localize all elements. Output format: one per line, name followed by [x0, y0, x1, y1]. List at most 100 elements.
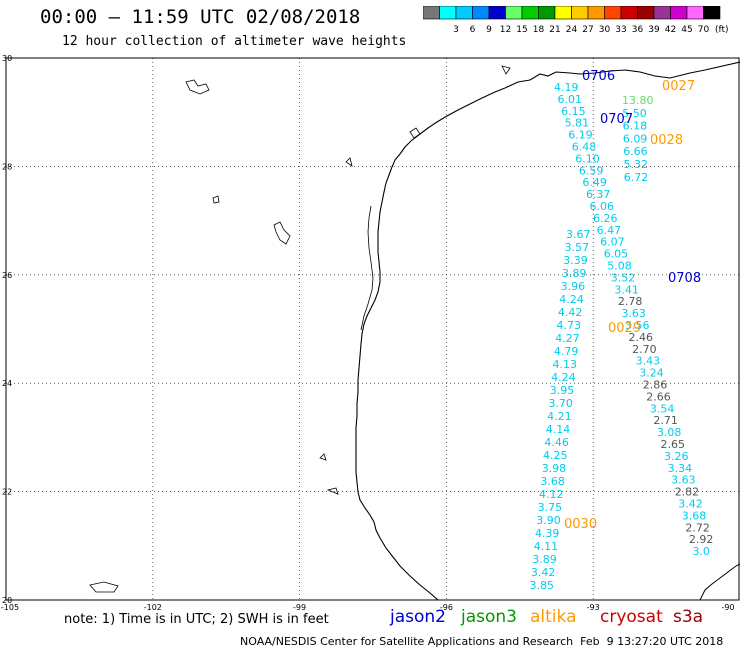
- legend-tick-label: 18: [533, 25, 545, 35]
- inland-water: [185, 79, 210, 95]
- swh-value-descending-track: 5.08: [607, 260, 632, 273]
- satellite-label-s3a: s3a: [673, 607, 704, 627]
- pass-time-tag: 0030: [564, 517, 597, 532]
- swh-value-descending-track: 3.54: [650, 402, 675, 415]
- swh-value-ascending-track: 3.70: [548, 397, 573, 410]
- legend-tick-label: 15: [516, 25, 527, 35]
- inland-water: [89, 581, 119, 593]
- swh-value-descending-track: 6.59: [579, 164, 604, 177]
- inland-water: [212, 195, 220, 204]
- legend-tick-label: 3: [453, 25, 459, 35]
- swh-value-descending-track: 6.47: [597, 224, 622, 237]
- swh-value-ascending-track: 4.14: [546, 423, 571, 436]
- lat-tick-label: 28: [2, 162, 12, 171]
- swh-value-ascending-track: 3.68: [540, 475, 565, 488]
- swh-value-descending-track: 3.56: [625, 319, 650, 332]
- swh-value-descending-track: 3.68: [682, 509, 707, 522]
- swh-value-upper-track: 6.72: [624, 171, 649, 184]
- inland-water: [345, 157, 353, 167]
- swh-value-upper-track: 5.32: [624, 158, 649, 171]
- swh-value-descending-track: 2.71: [653, 414, 678, 427]
- inland-water: [273, 221, 291, 245]
- coastline: [355, 61, 740, 601]
- swh-value-descending-track: 3.26: [664, 450, 689, 463]
- credit-line: NOAA/NESDIS Center for Satellite Applica…: [240, 635, 724, 648]
- legend-tick-label: 36: [632, 25, 644, 35]
- satellite-label-altika: altika: [530, 607, 577, 627]
- swh-value-upper-track: 6.09: [623, 132, 648, 145]
- swh-value-ascending-track: 3.90: [536, 514, 561, 527]
- swh-value-upper-track: 6.66: [623, 145, 648, 158]
- footer-note: note: 1) Time is in UTC; 2) SWH is in fe…: [64, 612, 329, 627]
- swh-value-ascending-track: 4.39: [535, 527, 560, 540]
- swh-value-ascending-track: 4.13: [553, 358, 578, 371]
- legend-tick-label: 70: [698, 25, 710, 35]
- legend-tick-label: 6: [470, 25, 476, 35]
- swh-value-descending-track: 6.15: [561, 105, 586, 118]
- swh-value-ascending-track: 3.89: [562, 267, 587, 280]
- lon-tick-label: -105: [1, 603, 19, 612]
- pass-time-tag: 0028: [650, 133, 683, 148]
- satellite-label-cryosat: cryosat: [600, 607, 663, 627]
- swh-value-ascending-track: 4.24: [551, 371, 576, 384]
- color-legend: 3 6 9 12 15 18 21 24 27 30 33 36 39 42 45 70 (ft): [423, 6, 728, 35]
- pass-time-tag: 0707: [600, 112, 633, 127]
- swh-value-ascending-track: 4.24: [559, 293, 584, 306]
- swh-value-descending-track: 6.05: [604, 248, 629, 261]
- swh-value-ascending-track: 3.67: [566, 228, 591, 241]
- legend-unit: (ft): [715, 25, 728, 35]
- legend-tick-label: 24: [566, 25, 578, 35]
- swh-value-descending-track: 2.70: [632, 343, 657, 356]
- swh-value-descending-track: 2.86: [643, 379, 668, 392]
- lon-tick-label: -99: [293, 603, 306, 612]
- barrier-island: [360, 205, 374, 331]
- swh-value-descending-track: 3.34: [668, 462, 693, 475]
- legend-tick-label: 9: [486, 25, 492, 35]
- swh-value-ascending-track: 4.12: [539, 488, 564, 501]
- map-frame: [5, 57, 740, 601]
- swh-value-ascending-track: 3.42: [531, 566, 556, 579]
- swh-value-ascending-track: 4.79: [554, 345, 579, 358]
- swh-value-descending-track: 4.19: [554, 81, 579, 94]
- swh-value-descending-track: 3.41: [614, 283, 639, 296]
- inland-water: [501, 65, 511, 75]
- swh-value-descending-track: 3.63: [621, 307, 646, 320]
- legend-tick-label: 39: [648, 25, 660, 35]
- swh-value-ascending-track: 3.98: [542, 462, 567, 475]
- map-subtitle: 12 hour collection of altimeter wave hei…: [62, 34, 407, 49]
- legend-tick-label: 42: [665, 25, 676, 35]
- legend-tick-label: 33: [615, 25, 626, 35]
- legend-tick-label: 45: [681, 25, 692, 35]
- swh-value-ascending-track: 3.85: [530, 579, 555, 592]
- lat-tick-label: 24: [2, 379, 12, 388]
- swh-value-ascending-track: 3.96: [561, 280, 586, 293]
- lat-tick-label: 26: [2, 271, 12, 280]
- swh-value-ascending-track: 4.46: [544, 436, 569, 449]
- swh-value-descending-track: 6.26: [593, 212, 618, 225]
- legend-tick-label: 30: [599, 25, 611, 35]
- swh-value-ascending-track: 3.75: [538, 501, 563, 514]
- lat-tick-label: 22: [2, 488, 12, 497]
- swh-value-descending-track: 6.01: [558, 93, 583, 106]
- swh-value-ascending-track: 3.89: [532, 553, 557, 566]
- legend-tick-label: 12: [500, 25, 511, 35]
- lon-tick-label: -102: [144, 603, 162, 612]
- lat-tick-label: 30: [2, 54, 12, 63]
- swh-value-ascending-track: 3.95: [550, 384, 575, 397]
- swh-value-descending-track: 2.78: [618, 295, 643, 308]
- swh-value-descending-track: 3.43: [636, 355, 661, 368]
- swh-value-descending-track: 6.49: [582, 176, 607, 189]
- swh-value-descending-track: 6.37: [586, 188, 611, 201]
- swh-value-descending-track: 2.65: [661, 438, 686, 451]
- swh-value-descending-track: 6.10: [575, 152, 600, 165]
- lon-tick-label: -90: [721, 603, 734, 612]
- yucatan-coast: [699, 563, 740, 601]
- satellite-label-jason3: jason3: [461, 607, 517, 627]
- swh-value-descending-track: 3.42: [678, 498, 703, 511]
- swh-value-descending-track: 5.81: [565, 117, 590, 130]
- pass-time-tag: 0706: [582, 69, 615, 84]
- swh-value-ascending-track: 3.39: [563, 254, 588, 267]
- map-title: 00:00 – 11:59 UTC 02/08/2018: [40, 6, 361, 28]
- pass-time-tag: 0027: [662, 79, 695, 94]
